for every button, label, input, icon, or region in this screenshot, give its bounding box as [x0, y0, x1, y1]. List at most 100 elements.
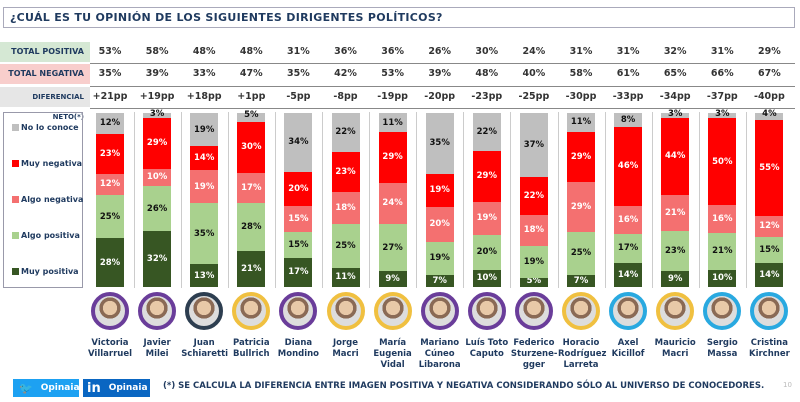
twitter-button[interactable]: 🐦 Opinaia [13, 379, 80, 397]
avatar [656, 292, 695, 330]
bar-segment-algo-positiva: 15% [284, 231, 313, 258]
column-divider [322, 112, 323, 288]
divider [90, 108, 795, 109]
total-positiva-value: 24% [522, 46, 546, 57]
total-negativa-value: 47% [239, 68, 263, 79]
bar-segment-muy-positiva: 28% [96, 238, 124, 287]
total-positiva-value: 31% [710, 46, 734, 57]
diferencial-neto-label: DIFERENCIAL NETO(*) [0, 87, 90, 121]
avatar [703, 292, 742, 330]
avatar [91, 292, 129, 330]
bar-segment-muy-positiva: 9% [661, 271, 690, 287]
bar-segment-algo-positiva: 20% [472, 234, 501, 270]
candidate-name: Diana Mondino [277, 338, 320, 359]
total-negativa-value: 48% [475, 68, 499, 79]
bar-segment-no-lo-conoce: 37% [519, 113, 548, 177]
candidate-name: Luís Toto Caputo [465, 338, 509, 359]
bar-segment-algo-negativa: 12% [755, 215, 784, 237]
bar-segment-algo-positiva: 27% [378, 224, 407, 272]
bar-segment-muy-negativa: 44% [661, 118, 690, 195]
column-divider [745, 112, 747, 288]
bar-segment-muy-negativa: 22% [519, 176, 548, 215]
bar-segment-muy-positiva: 14% [755, 262, 784, 287]
bar-segment-muy-positiva: 10% [472, 269, 501, 287]
diferencial-neto-value: -25pp [518, 91, 550, 102]
bar-segment-algo-negativa: 21% [661, 194, 690, 232]
column-divider [369, 112, 371, 288]
total-negativa-value: 33% [192, 68, 216, 79]
bar-segment-no-lo-conoce: 22% [472, 113, 501, 152]
bar-segment-no-lo-conoce: 35% [425, 113, 454, 174]
column-divider [698, 112, 700, 288]
total-negativa-value: 53% [381, 68, 404, 79]
legend-item-no-lo-conoce: No lo conoce [12, 123, 79, 132]
total-negativa-value: 39% [145, 68, 169, 79]
total-negativa-value: 42% [334, 68, 357, 79]
bar-segment-muy-positiva: 7% [567, 274, 595, 287]
bar-segment-muy-positiva: 7% [425, 274, 454, 287]
bar-segment-algo-positiva: 19% [519, 245, 548, 279]
bar-segment-muy-positiva: 13% [190, 264, 219, 287]
total-negativa-value: 35% [98, 68, 122, 79]
avatar [514, 292, 553, 330]
bar-segment-algo-negativa: 16% [708, 205, 737, 234]
bar-segment-algo-positiva: 35% [190, 203, 219, 265]
column-divider [416, 112, 418, 288]
bar-segment-no-lo-conoce: 8% [614, 113, 643, 127]
bar-segment-muy-negativa: 29% [472, 151, 501, 202]
legend-item-muy-positiva: Muy positiva [12, 267, 79, 276]
bar-segment-algo-positiva: 15% [755, 236, 784, 263]
bar-segment-algo-positiva: 23% [661, 231, 690, 272]
diferencial-neto-value: +1pp [237, 91, 266, 102]
bar-segment-no-lo-conoce: 5% [237, 110, 266, 122]
candidate-name: Axel Kicillof [611, 338, 645, 359]
linkedin-icon: in [87, 380, 101, 396]
bar-segment-algo-negativa: 19% [472, 201, 501, 235]
linkedin-button[interactable]: in Opinaia [83, 379, 150, 397]
total-negativa-value: 67% [758, 68, 781, 79]
bar-segment-algo-negativa: 18% [519, 214, 548, 246]
total-positiva-value: 48% [192, 46, 216, 57]
column-divider [180, 112, 182, 288]
candidate-name: Patricia Bullrich [232, 338, 270, 359]
avatar [750, 292, 789, 330]
total-negativa-value: 35% [287, 68, 310, 79]
candidate-name: Cristina Kirchner [748, 338, 790, 359]
avatar [279, 292, 318, 330]
bar-segment-algo-positiva: 25% [331, 223, 360, 268]
bar-segment-muy-negativa: 14% [190, 146, 219, 171]
diferencial-neto-value: -19pp [377, 91, 408, 102]
total-positiva-value: 53% [98, 46, 122, 57]
total-negativa-label: TOTAL NEGATIVA [0, 64, 90, 84]
diferencial-neto-value: -23pp [471, 91, 503, 102]
bar-segment-algo-negativa: 19% [190, 170, 219, 204]
bar-segment-no-lo-conoce: 11% [567, 113, 595, 132]
legend-item-muy-negativa: Muy negativa [12, 159, 82, 168]
bar-segment-muy-negativa: 50% [708, 118, 737, 206]
diferencial-neto-value: -37pp [706, 91, 738, 102]
bar-segment-muy-positiva: 11% [331, 267, 360, 287]
total-negativa-value: 39% [428, 68, 452, 79]
total-positiva-value: 31% [569, 46, 593, 57]
bar-segment-no-lo-conoce: 3% [661, 109, 690, 119]
total-positiva-label: TOTAL POSITIVA [0, 42, 90, 62]
column-divider [274, 112, 276, 288]
legend-item-algo-negativa: Algo negativa [12, 195, 83, 204]
candidate-name: Jorge Macri [332, 338, 359, 359]
avatar [562, 292, 600, 330]
bar-segment-muy-negativa: 29% [143, 118, 172, 169]
bar-segment-muy-negativa: 29% [378, 132, 407, 183]
candidate-name: Javier Milei [143, 338, 171, 359]
legend: No lo conoce Muy negativa Algo negativa … [3, 112, 83, 288]
bar-segment-algo-negativa: 29% [567, 181, 595, 232]
total-positiva-value: 48% [239, 46, 263, 57]
column-divider [510, 112, 512, 288]
bar-segment-algo-positiva: 26% [143, 186, 172, 232]
avatar [420, 292, 459, 330]
avatar [373, 292, 412, 330]
bar-segment-no-lo-conoce: 12% [96, 113, 124, 134]
legend-item-algo-positiva: Algo positiva [12, 231, 80, 240]
bar-segment-algo-negativa: 10% [143, 168, 172, 187]
total-positiva-value: 32% [663, 46, 687, 57]
bar-segment-algo-negativa: 16% [614, 206, 643, 234]
